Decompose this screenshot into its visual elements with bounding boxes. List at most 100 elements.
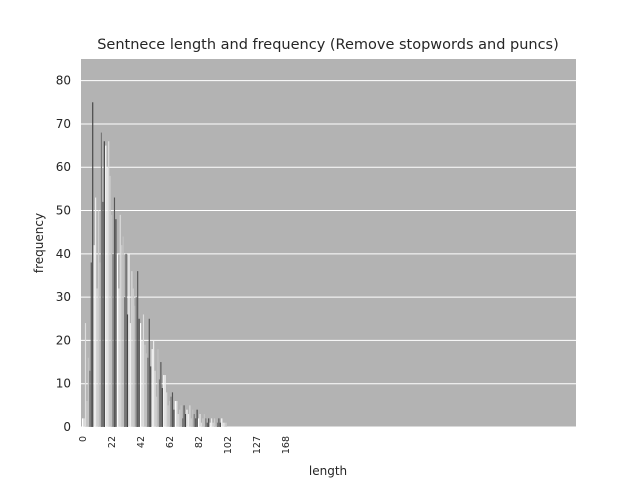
bar [137, 271, 139, 427]
bar [180, 405, 182, 427]
bar [147, 357, 149, 427]
bar [99, 262, 101, 427]
bar [195, 418, 197, 427]
bar [200, 422, 203, 427]
bar [166, 392, 168, 427]
bar [205, 418, 207, 427]
bar [142, 314, 145, 427]
bar [222, 422, 224, 427]
bar [163, 375, 165, 427]
bar [121, 245, 123, 427]
bar [202, 418, 204, 427]
bar [158, 379, 160, 427]
bar [198, 418, 200, 427]
bar [118, 288, 120, 427]
bar [190, 418, 192, 427]
bar [211, 418, 213, 427]
bar [167, 405, 169, 427]
chart-title: Sentnece length and frequency (Remove st… [97, 37, 559, 53]
y-tick-label: 70 [56, 117, 71, 131]
bar [115, 219, 117, 427]
bar [212, 422, 214, 427]
bar [208, 418, 210, 427]
bar [225, 422, 227, 427]
y-axis-ticks: 0 10 20 30 40 50 60 70 80 [56, 74, 71, 434]
y-tick-label: 10 [56, 377, 71, 391]
y-tick-label: 50 [56, 204, 71, 218]
bar [171, 392, 174, 427]
y-tick-label: 0 [63, 420, 71, 434]
bar [192, 409, 194, 427]
bar [153, 340, 155, 427]
bar [216, 422, 218, 427]
bar [144, 344, 146, 427]
x-tick-label: 102 [223, 436, 234, 454]
bar [186, 409, 188, 427]
bar [112, 253, 114, 427]
bar [131, 271, 133, 427]
bar [176, 401, 178, 427]
x-tick-label: 62 [165, 436, 176, 448]
bar [141, 340, 143, 427]
y-tick-label: 30 [56, 290, 71, 304]
x-axis-label: length [309, 464, 347, 478]
bar [106, 167, 108, 428]
bar [87, 357, 89, 427]
bar [125, 253, 127, 427]
x-tick-label: 168 [281, 436, 292, 454]
bar [100, 132, 102, 427]
bar [109, 175, 111, 427]
bar [134, 305, 136, 427]
bar [128, 253, 130, 427]
bars [82, 102, 227, 428]
bar [84, 323, 87, 427]
bar [209, 422, 211, 427]
bar [140, 323, 142, 427]
plot-area [81, 59, 576, 427]
bar [160, 362, 162, 427]
y-tick-label: 40 [56, 247, 71, 261]
bar [132, 288, 134, 427]
bar [218, 418, 220, 427]
bar [148, 318, 150, 427]
x-tick-label: 0 [78, 436, 89, 442]
bar [102, 201, 104, 427]
bar [161, 388, 163, 427]
bar [182, 418, 184, 427]
bar [145, 353, 147, 427]
bar [97, 210, 100, 427]
bar [151, 349, 153, 427]
x-tick-label: 42 [136, 436, 147, 448]
bar [103, 141, 105, 427]
bar [215, 422, 217, 427]
x-tick-label: 127 [252, 436, 263, 454]
bar [213, 418, 216, 427]
bar [129, 323, 131, 427]
bar [187, 414, 189, 427]
bar [83, 418, 85, 427]
bar [95, 197, 97, 427]
bar [96, 288, 98, 427]
bar [157, 349, 159, 427]
bar [124, 297, 126, 427]
bar [203, 414, 205, 427]
bar [86, 401, 88, 427]
bar [108, 141, 110, 427]
x-tick-label: 82 [194, 436, 205, 448]
bar [189, 405, 191, 427]
bar [155, 396, 158, 427]
y-tick-label: 60 [56, 160, 71, 174]
bar [170, 396, 172, 427]
bar [206, 422, 208, 427]
y-axis-label: frequency [32, 213, 46, 273]
bar [150, 366, 152, 427]
bar [177, 414, 179, 427]
y-tick-label: 80 [56, 74, 71, 88]
bar [219, 422, 221, 427]
bar [179, 409, 181, 427]
bar [196, 409, 198, 427]
x-axis-ticks: 0 22 42 62 82 102 127 168 [78, 436, 292, 454]
bar [126, 314, 129, 427]
bar [169, 401, 171, 427]
